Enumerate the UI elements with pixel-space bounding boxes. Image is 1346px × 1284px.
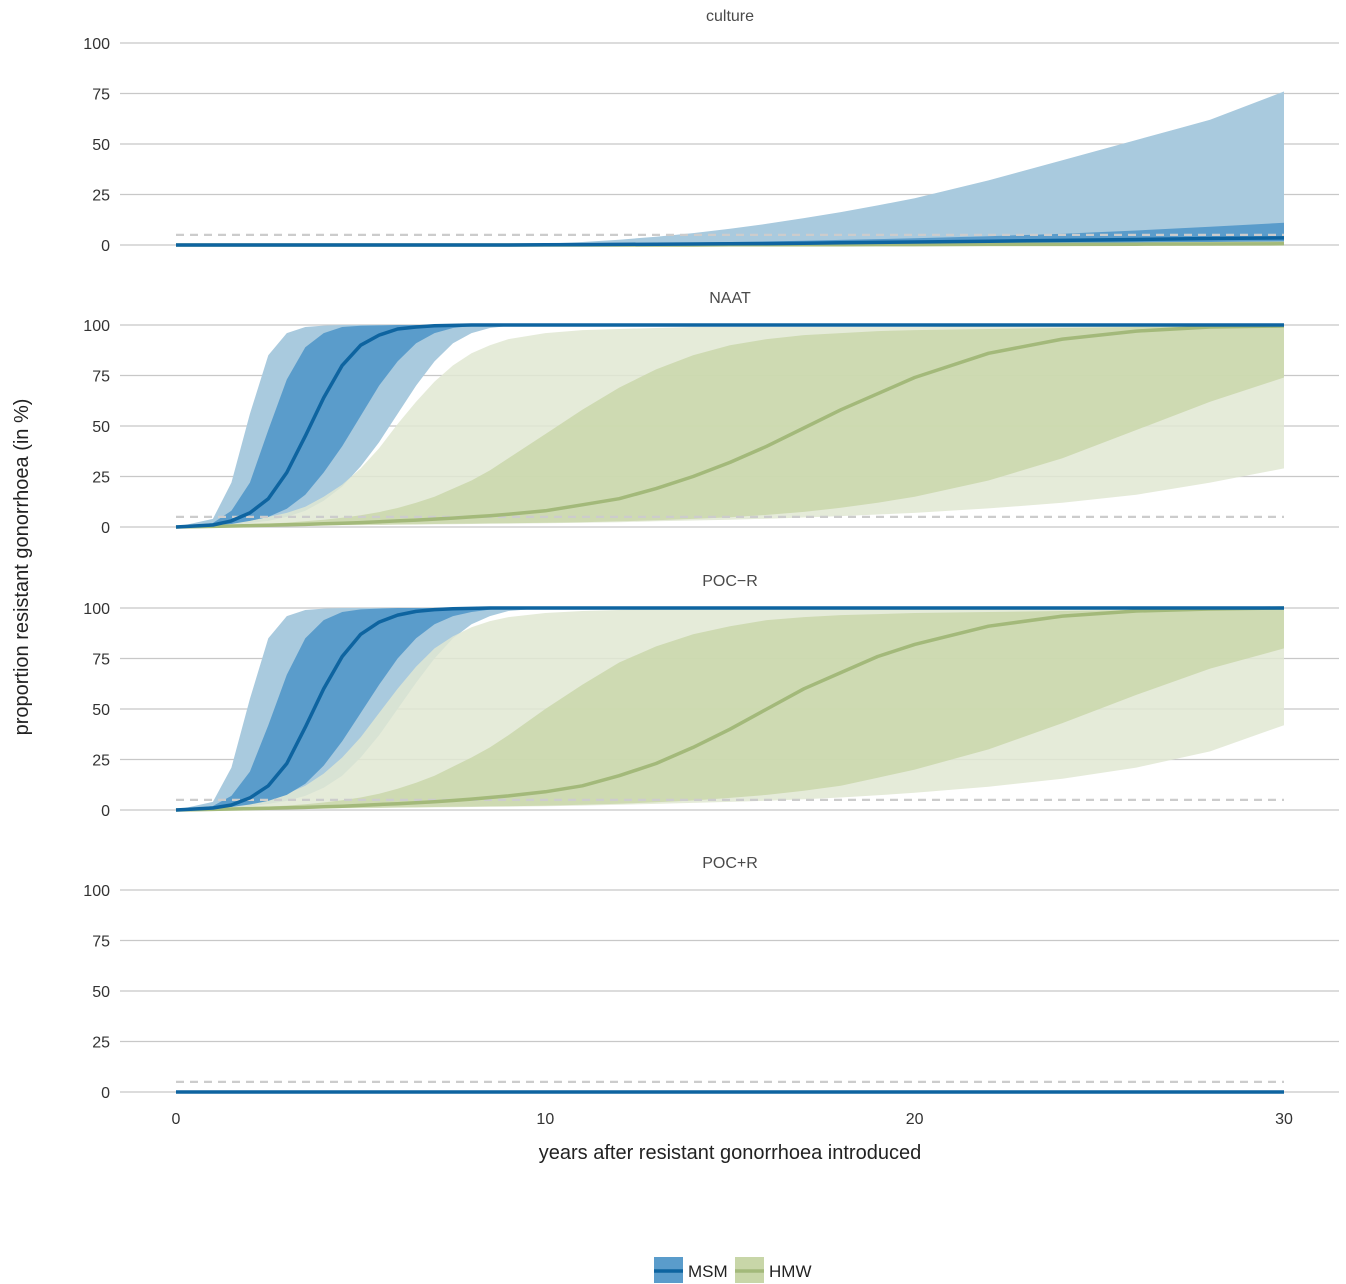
legend-item-hmw: HMW — [735, 1257, 811, 1283]
x-tick-label: 30 — [1275, 1111, 1293, 1128]
y-tick-label: 75 — [92, 652, 110, 669]
x-axis-title: years after resistant gonorrhoea introdu… — [539, 1142, 921, 1164]
y-tick-label: 100 — [83, 601, 110, 618]
y-tick-label: 75 — [92, 87, 110, 104]
y-tick-label: 50 — [92, 984, 110, 1001]
msm-median-line — [175, 606, 1284, 812]
msm-inner-band — [176, 325, 1284, 527]
x-tick-label: 0 — [172, 1111, 181, 1128]
panel-title: NAAT — [709, 290, 751, 307]
panel-3: POC−R 0 25 50 75 100 — [83, 573, 1339, 820]
y-tick-label: 100 — [83, 36, 110, 53]
y-tick-label: 25 — [92, 188, 110, 205]
y-tick-label: 0 — [101, 803, 110, 820]
y-tick-label: 25 — [92, 470, 110, 487]
y-tick-label: 100 — [83, 318, 110, 335]
x-tick-label: 20 — [906, 1111, 924, 1128]
y-tick-label: 50 — [92, 702, 110, 719]
hmw-median-line — [175, 606, 1285, 812]
hmw-median-line — [175, 324, 1285, 529]
y-tick-label: 100 — [83, 883, 110, 900]
y-tick-label: 25 — [92, 753, 110, 770]
y-tick-label: 0 — [101, 1085, 110, 1102]
y-tick-label: 75 — [92, 934, 110, 951]
x-tick-label: 10 — [536, 1111, 554, 1128]
panel-title: POC+R — [702, 855, 758, 872]
y-tick-label: 50 — [92, 419, 110, 436]
panel-1: culture 0 25 50 75 100 — [83, 8, 1339, 255]
y-tick-label: 75 — [92, 369, 110, 386]
y-tick-label: 0 — [101, 520, 110, 537]
legend-label: HMW — [769, 1262, 811, 1281]
legend: MSM HMW — [654, 1257, 811, 1283]
panel-title: POC−R — [702, 573, 758, 590]
legend-item-msm: MSM — [654, 1257, 728, 1283]
x-axis: 0 10 20 30 — [172, 1111, 1293, 1128]
y-tick-label: 25 — [92, 1035, 110, 1052]
panel-4: POC+R 0 25 50 75 100 — [83, 855, 1339, 1102]
y-tick-label: 0 — [101, 238, 110, 255]
hmw-inner-band — [176, 326, 1284, 527]
legend-label: MSM — [688, 1262, 728, 1281]
panel-2: NAAT 0 25 50 75 100 — [83, 290, 1339, 537]
hmw-inner-band — [176, 609, 1284, 810]
msm-median-line — [176, 236, 1285, 247]
msm-outer-band — [176, 91, 1284, 245]
panel-title: culture — [706, 8, 754, 25]
msm-inner-band — [176, 608, 1284, 810]
panels: culture 0 25 50 75 100 NAAT 0 25 50 75 100 POC−R 0 25 5… — [83, 8, 1339, 1102]
y-axis-title: proportion resistant gonorrhoea (in %) — [11, 399, 33, 736]
y-tick-label: 50 — [92, 137, 110, 154]
msm-median-line — [175, 323, 1284, 529]
